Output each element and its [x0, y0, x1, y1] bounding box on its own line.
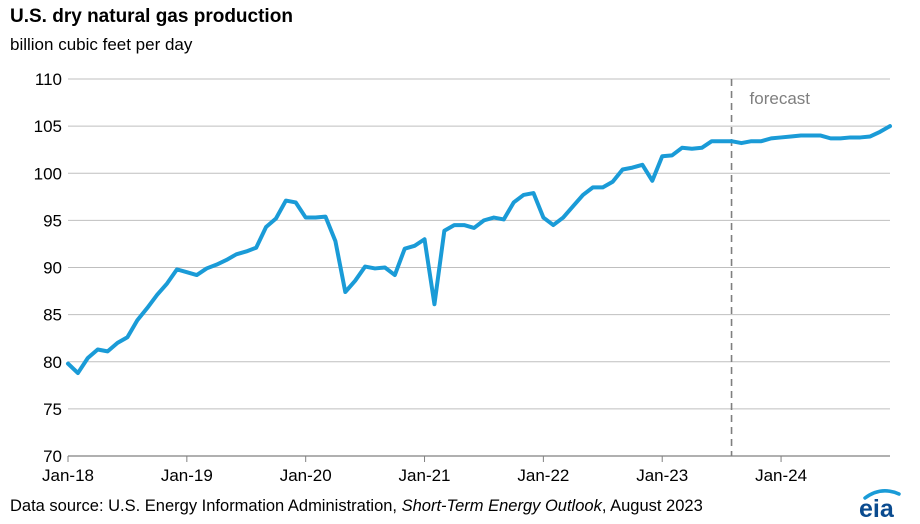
y-tick-label: 80	[43, 353, 62, 372]
x-tick-label: Jan-24	[755, 466, 807, 485]
y-axis-ticks: 70 75 80 85 90 95 100 105 110	[34, 70, 62, 466]
x-tick-label: Jan-18	[42, 466, 94, 485]
y-tick-label: 85	[43, 306, 62, 325]
production-series-line	[66, 124, 892, 376]
x-tick-label: Jan-23	[636, 466, 688, 485]
x-tick-label: Jan-21	[399, 466, 451, 485]
x-axis-ticks: Jan-18 Jan-19 Jan-20 Jan-21 Jan-22 Jan-23 Jan-…	[42, 456, 807, 485]
source-publication: Short-Term Energy Outlook	[401, 497, 602, 515]
y-tick-label: 110	[35, 70, 62, 89]
y-tick-label: 95	[43, 211, 62, 230]
x-tick-label: Jan-20	[280, 466, 332, 485]
logo-accent-arc	[863, 489, 901, 500]
y-tick-label: 70	[43, 447, 62, 466]
logo-text: eia	[859, 495, 895, 520]
chart-title: U.S. dry natural gas production	[10, 6, 293, 27]
x-tick-label: Jan-19	[161, 466, 213, 485]
data-source-note: Data source: U.S. Energy Information Adm…	[10, 497, 703, 516]
y-tick-label: 75	[43, 400, 62, 419]
chart-subtitle: billion cubic feet per day	[10, 35, 193, 54]
source-prefix: Data source: U.S. Energy Information Adm…	[10, 497, 402, 515]
series-group	[66, 124, 892, 376]
y-tick-label: 100	[34, 164, 62, 183]
forecast-label: forecast	[750, 89, 811, 108]
y-tick-label: 90	[43, 259, 62, 278]
x-tick-label: Jan-22	[517, 466, 569, 485]
source-suffix: , August 2023	[601, 497, 703, 515]
eia-logo: eia	[859, 489, 901, 520]
y-tick-label: 105	[34, 117, 62, 136]
grid-lines	[68, 78, 890, 457]
